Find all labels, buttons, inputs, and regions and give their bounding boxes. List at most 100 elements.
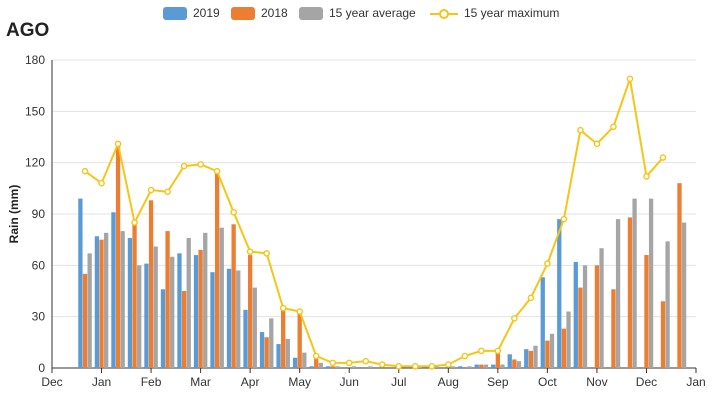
legend-swatch-2019 (163, 6, 187, 20)
x-tick-label: Dec (636, 375, 657, 389)
bar-15-year-average (368, 366, 373, 368)
bar-2019 (309, 366, 314, 368)
point-15-year-maximum (263, 250, 270, 257)
point-15-year-maximum (312, 352, 320, 360)
bar-2019 (259, 332, 265, 368)
point-15-year-maximum (246, 248, 254, 255)
bar-2018 (528, 350, 534, 368)
bar-2018 (214, 171, 220, 368)
bar-2019 (78, 198, 83, 368)
bar-2019 (177, 253, 182, 368)
legend-item-2019[interactable]: 2019 (163, 3, 220, 23)
bar-2018 (495, 352, 500, 368)
bar-2019 (524, 349, 529, 368)
bar-15-year-average (269, 318, 274, 368)
bar-2018 (99, 239, 104, 368)
point-15-year-maximum (197, 161, 204, 168)
bar-2019 (474, 364, 479, 368)
legend-swatch-2018 (231, 6, 255, 20)
x-tick-label: Dec (41, 375, 62, 389)
bar-2019 (507, 354, 512, 368)
bar-15-year-average (450, 366, 456, 368)
point-15-year-maximum (577, 126, 584, 134)
bar-15-year-average (665, 241, 670, 368)
point-15-year-maximum (445, 361, 452, 368)
point-15-year-maximum (213, 167, 221, 175)
legend-item-2018[interactable]: 2018 (231, 3, 288, 23)
bar-2019 (573, 261, 578, 368)
point-15-year-maximum (511, 315, 518, 322)
point-15-year-maximum (147, 186, 155, 194)
legend-label-15-year-maximum: 15 year maximum (464, 6, 560, 20)
y-tick-label: 180 (25, 53, 45, 67)
legend-swatch-15-year-average (299, 6, 323, 20)
bar-2018 (545, 340, 550, 368)
x-tick-label: Jul (391, 375, 406, 389)
x-tick-label: Apr (241, 375, 260, 389)
bar-15-year-average (648, 198, 654, 368)
point-15-year-maximum (560, 215, 568, 223)
bar-2019 (540, 277, 545, 368)
bar-2018 (82, 273, 88, 368)
legend-item-15-year-maximum[interactable]: 15 year maximum (430, 3, 559, 23)
point-15-year-maximum (643, 173, 650, 180)
point-15-year-maximum (81, 167, 89, 175)
point-15-year-maximum (345, 359, 353, 367)
bar-2018 (198, 249, 203, 368)
legend-label-2019: 2019 (193, 6, 220, 20)
bar-2018 (479, 364, 484, 368)
bar-15-year-average (137, 265, 142, 368)
point-15-year-maximum (494, 347, 502, 355)
bar-2018 (561, 328, 567, 368)
x-tick-label: Aug (438, 375, 459, 389)
point-15-year-maximum (610, 123, 617, 131)
bar-2018 (132, 224, 137, 368)
point-15-year-maximum (428, 362, 436, 370)
point-15-year-maximum (411, 362, 419, 370)
chart-legend: 2019 2018 15 year average 15 year maximu… (0, 3, 726, 23)
point-15-year-maximum (395, 362, 403, 370)
bar-2019 (111, 212, 116, 368)
bar-2018 (314, 357, 319, 368)
bar-2019 (491, 364, 496, 368)
bar-15-year-average (236, 270, 241, 368)
point-15-year-maximum (544, 260, 551, 267)
bar-15-year-average (681, 222, 687, 368)
bar-15-year-average (285, 338, 290, 368)
y-tick-label: 90 (32, 207, 46, 221)
bar-2019 (325, 366, 331, 368)
point-15-year-maximum (98, 179, 105, 187)
bar-15-year-average (203, 232, 208, 368)
point-15-year-maximum (164, 188, 171, 196)
point-15-year-maximum (626, 75, 634, 83)
bar-2018 (297, 309, 302, 368)
bar-15-year-average (516, 361, 522, 368)
bar-2019 (94, 236, 100, 368)
x-tick-label: Sep (487, 375, 509, 389)
point-15-year-maximum (362, 357, 370, 365)
bar-2019 (160, 289, 166, 368)
legend-line-15-year-maximum (430, 7, 458, 20)
point-15-year-maximum (230, 208, 237, 216)
bar-15-year-average (467, 366, 472, 368)
point-15-year-maximum (378, 361, 386, 368)
bar-15-year-average (351, 366, 357, 368)
y-tick-label: 120 (25, 156, 45, 170)
bar-15-year-average (252, 287, 257, 368)
legend-label-15-year-average: 15 year average (329, 6, 416, 20)
y-tick-label: 0 (38, 361, 45, 375)
bar-2018 (115, 145, 121, 368)
bar-15-year-average (335, 366, 340, 368)
bar-2018 (181, 291, 187, 368)
y-tick-label: 60 (32, 258, 46, 272)
y-tick-label: 30 (32, 310, 46, 324)
point-15-year-maximum (461, 352, 469, 360)
x-tick-label: Jun (340, 375, 359, 389)
legend-item-15-year-average[interactable]: 15 year average (299, 3, 416, 23)
bar-2018 (231, 224, 236, 368)
point-15-year-maximum (114, 140, 122, 148)
point-15-year-maximum (296, 308, 303, 315)
bar-15-year-average (500, 364, 505, 368)
chart-title: AGO (6, 20, 50, 41)
